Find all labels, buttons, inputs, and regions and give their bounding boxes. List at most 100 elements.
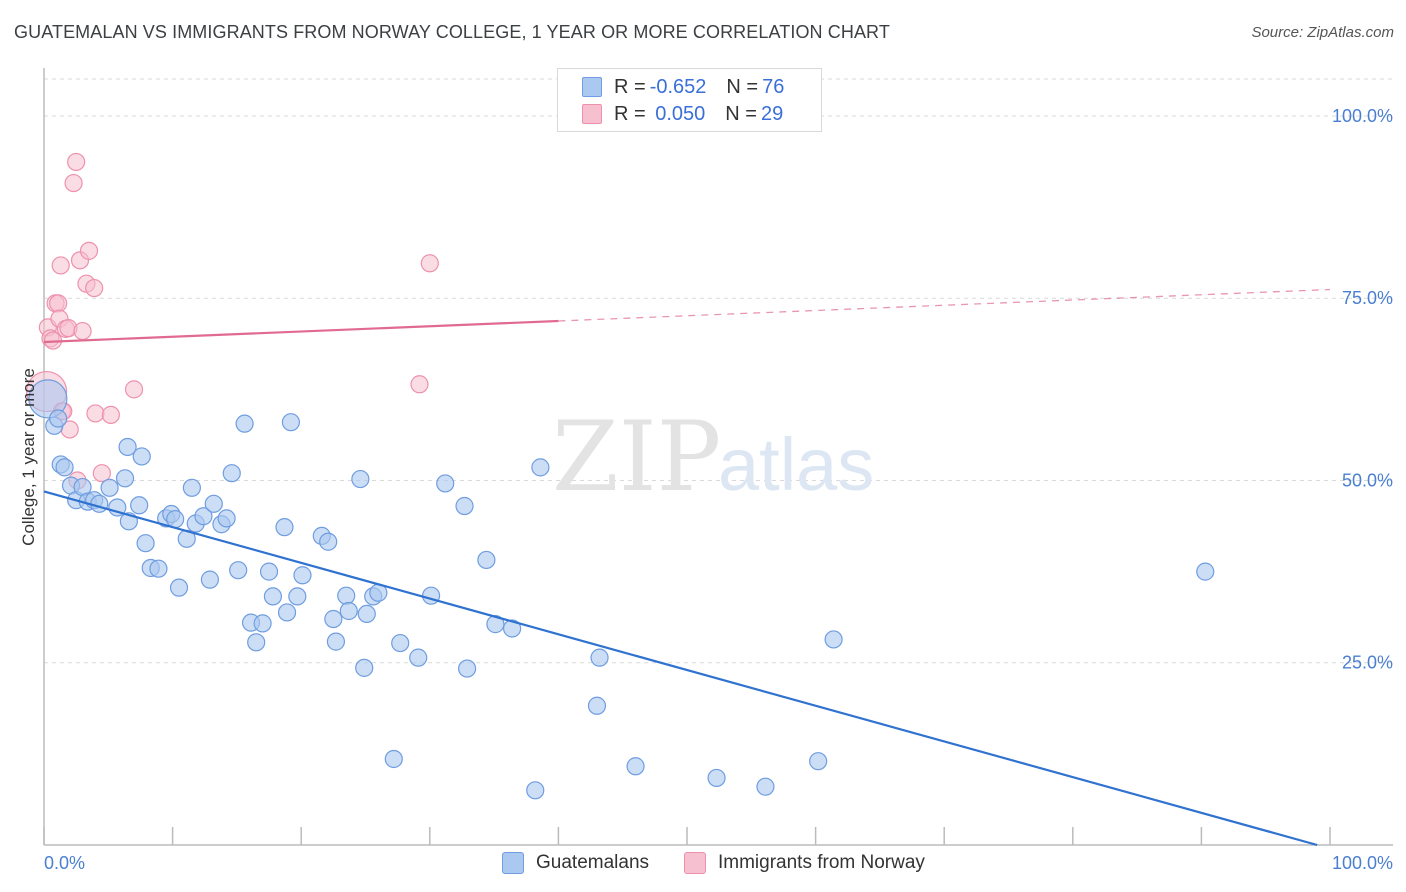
guatemalan-point [115, 469, 135, 488]
guatemalan-point [217, 509, 236, 528]
series-swatch-pink [684, 852, 706, 874]
guatemalan-point [229, 561, 248, 580]
guatemalan-point [503, 619, 522, 638]
legend-n-value: 76 [762, 75, 785, 98]
norway-point [85, 278, 104, 298]
guatemalan-point [288, 587, 307, 606]
series-legend-guatemalans: Guatemalans [502, 852, 649, 874]
norway-point [64, 173, 83, 193]
guatemalan-point [457, 659, 477, 678]
guatemalan-point [351, 469, 370, 489]
legend-row-norway: R = 0.050 N = 29 [582, 101, 783, 127]
guatemalan-point [587, 696, 607, 715]
guatemalan-point [1196, 562, 1215, 581]
guatemalan-point [590, 648, 609, 667]
x-tick-label-left: 0.0% [44, 853, 85, 873]
guatemalan-point [324, 609, 343, 629]
guatemalan-point [28, 379, 68, 419]
guatemalan-point [259, 562, 279, 581]
guatemalan-point [707, 768, 726, 788]
norway-points [25, 152, 439, 490]
source-credit: Source: ZipAtlas.com [1251, 24, 1394, 41]
norway-point [73, 321, 92, 341]
norway-point [49, 294, 68, 313]
guatemalan-point [436, 474, 455, 493]
guatemalan-point [277, 603, 297, 622]
guatemalan-point [337, 586, 356, 605]
guatemalan-point [182, 478, 201, 497]
guatemalan-point [809, 752, 828, 771]
guatemalan-point [486, 615, 505, 634]
guatemalan-point [253, 614, 272, 633]
norway-point [92, 464, 111, 483]
guatemalan-point [263, 587, 283, 606]
series-legend: Guatemalans Immigrants from Norway [0, 852, 1406, 878]
guatemalan-point [55, 458, 74, 477]
legend-r-value: 0.050 [649, 102, 706, 125]
y-tick-label: 50.0% [1342, 470, 1393, 490]
watermark-zip: ZIP [552, 401, 721, 513]
chart-title: GUATEMALAN VS IMMIGRANTS FROM NORWAY COL… [14, 22, 890, 42]
guatemalan-point [531, 458, 550, 477]
legend-r-value: -0.652 [649, 75, 707, 98]
norway-trend-line [43, 319, 559, 344]
norway-point [86, 404, 105, 423]
series-swatch-blue [502, 852, 524, 874]
guatemalan-point [235, 414, 254, 433]
norway-point [420, 254, 439, 273]
guatemalan-point [409, 648, 428, 667]
watermark: ZIP atlas [552, 401, 874, 513]
norway-point [124, 380, 144, 399]
guatemalan-point [132, 447, 151, 466]
norway-point [410, 375, 429, 394]
guatemalan-point [526, 781, 545, 800]
legend-n-label: N = [726, 75, 759, 98]
guatemalan-point [384, 749, 403, 769]
legend-swatch-pink [582, 104, 602, 124]
guatemalan-point [339, 601, 358, 621]
norway-point [101, 405, 120, 424]
guatemalan-point [149, 559, 168, 578]
y-tick-label: 25.0% [1342, 653, 1393, 673]
guatemalan-point [626, 757, 645, 776]
legend-row-guatemalans: R = -0.652 N = 76 [582, 74, 784, 100]
guatemalan-point [204, 494, 223, 513]
guatemalan-point [319, 532, 338, 551]
grid-layer [44, 78, 1393, 664]
legend-n-value: 29 [760, 102, 784, 125]
correlation-legend: R = -0.652 N = 76 R = 0.050 N = 29 [557, 68, 822, 132]
legend-r-label: R = [614, 75, 646, 98]
guatemalan-point [275, 518, 294, 537]
guatemalan-point [824, 630, 843, 649]
guatemalan-point [200, 570, 219, 589]
guatemalan-point [247, 633, 266, 652]
norway-point [67, 152, 86, 172]
guatemalan-point [90, 494, 109, 513]
y-axis-title: College, 1 year or more [19, 368, 38, 546]
guatemalan-point [130, 496, 149, 515]
guatemalan-point [222, 464, 241, 483]
series-legend-norway: Immigrants from Norway [684, 852, 925, 874]
guatemalan-point [194, 507, 213, 526]
guatemalan-point [118, 437, 137, 457]
guatemalan-point [293, 566, 312, 585]
y-tick-label: 75.0% [1342, 288, 1393, 308]
guatemalan-point [169, 578, 189, 597]
trend-lines [43, 288, 1331, 847]
x-tick-label-right: 100.0% [1332, 853, 1393, 873]
guatemalan-trend-line [43, 490, 1318, 847]
series-legend-label: Immigrants from Norway [718, 852, 925, 873]
guatemalan-point [357, 604, 376, 624]
norway-trend-line-extension [558, 288, 1331, 322]
legend-n-label: N = [725, 102, 757, 125]
guatemalan-point [326, 632, 346, 651]
guatemalan-point [49, 409, 68, 428]
guatemalan-point [281, 413, 301, 432]
guatemalan-point [100, 478, 119, 497]
axis-layer: 25.0% 50.0% 75.0% 100.0% [43, 68, 1393, 846]
guatemalan-point [391, 633, 410, 653]
guatemalan-point [477, 550, 496, 570]
watermark-atlas: atlas [718, 423, 874, 506]
series-legend-label: Guatemalans [536, 852, 650, 873]
